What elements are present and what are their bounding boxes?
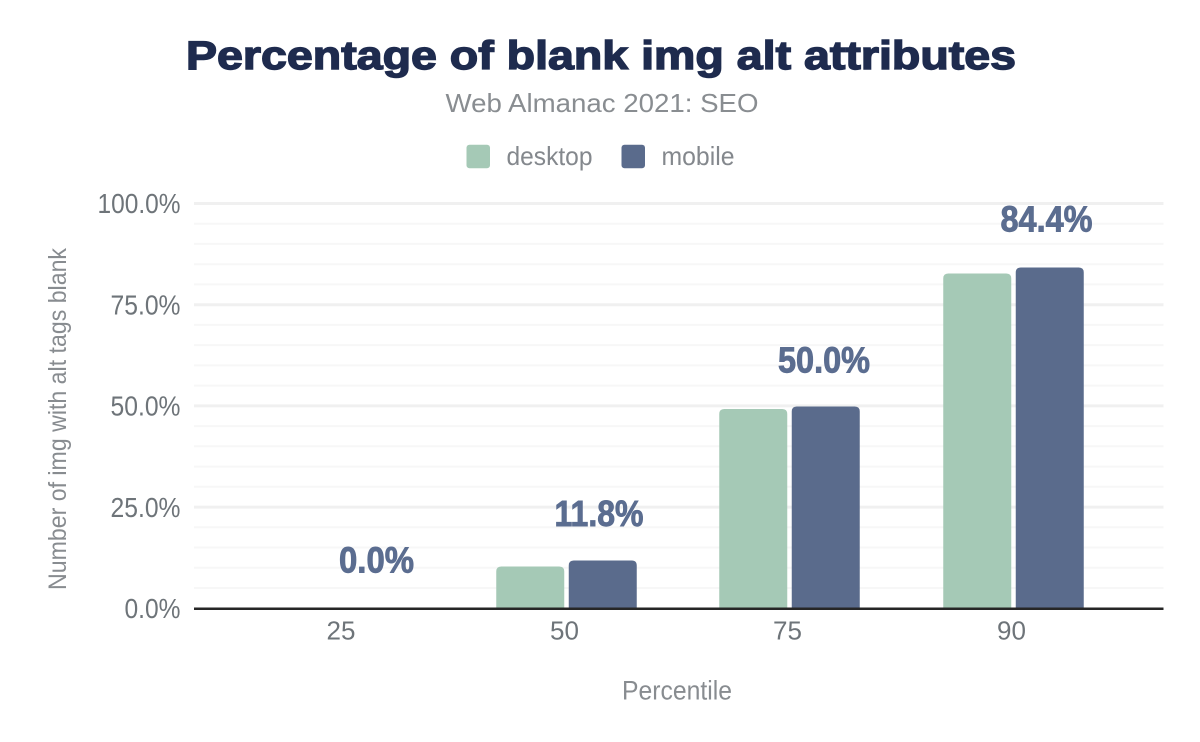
svg-text:25: 25 <box>327 616 356 646</box>
svg-text:75: 75 <box>773 616 802 646</box>
svg-text:50.0%: 50.0% <box>778 340 870 381</box>
svg-text:75.0%: 75.0% <box>111 289 181 320</box>
svg-text:desktop: desktop <box>507 141 593 171</box>
svg-text:84.4%: 84.4% <box>1001 199 1093 240</box>
svg-text:Percentile: Percentile <box>622 676 732 706</box>
svg-text:0.0%: 0.0% <box>125 593 181 624</box>
svg-text:11.8%: 11.8% <box>555 493 644 534</box>
svg-text:50: 50 <box>550 616 579 646</box>
svg-text:50.0%: 50.0% <box>111 391 181 422</box>
svg-text:Percentage of blank img alt at: Percentage of blank img alt attributes <box>186 34 1016 78</box>
svg-text:mobile: mobile <box>662 141 735 171</box>
svg-text:Number of img with alt tags bl: Number of img with alt tags blank <box>44 248 72 590</box>
svg-text:100.0%: 100.0% <box>98 188 181 219</box>
svg-text:0.0%: 0.0% <box>339 540 414 581</box>
svg-text:Web Almanac 2021: SEO: Web Almanac 2021: SEO <box>446 88 759 118</box>
svg-text:25.0%: 25.0% <box>111 492 181 523</box>
svg-text:90: 90 <box>997 616 1026 646</box>
